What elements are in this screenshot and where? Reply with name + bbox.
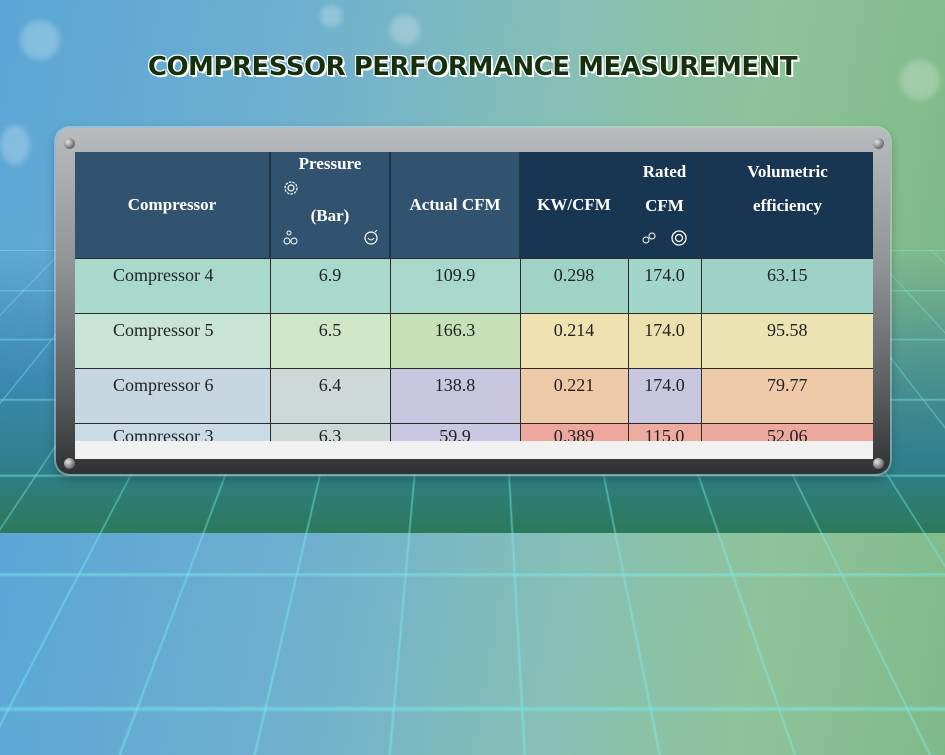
header-pressure: Pressure (Bar) [270, 152, 391, 259]
table-row: Compressor 6 6.4 138.8 0.221 174.0 79.77 [75, 368, 873, 424]
header-vol-label-2: efficiency [753, 196, 822, 215]
header-pressure-unit: (Bar) [310, 206, 350, 225]
cell-vol-eff: 79.77 [700, 368, 873, 424]
cell-actual-cfm: 166.3 [389, 313, 521, 369]
header-row: Compressor Pressure (Bar) Actual CFM KW/… [75, 152, 873, 259]
target-icon [671, 230, 687, 246]
header-actual-cfm: Actual CFM [390, 152, 521, 259]
rivet-icon [873, 458, 884, 469]
header-volumetric-efficiency: Volumetric efficiency [701, 152, 873, 259]
cell-kw-cfm: 0.214 [519, 313, 629, 369]
cell-rated-cfm: 174.0 [627, 368, 702, 424]
cell-kw-cfm: 0.221 [519, 368, 629, 424]
page-title: COMPRESSOR PERFORMANCE MEASUREMENT [147, 52, 798, 82]
cell-vol-eff: 63.15 [700, 258, 873, 314]
header-rated-cfm: Rated CFM [628, 152, 702, 259]
table-row: Compressor 5 6.5 166.3 0.214 174.0 95.58 [75, 313, 873, 369]
cell-pressure: 6.9 [269, 258, 391, 314]
header-vol-label: Volumetric [747, 162, 828, 181]
header-compressor: Compressor [75, 152, 271, 259]
gears-icon [642, 232, 656, 244]
rivet-icon [873, 138, 884, 149]
cell-pressure: 6.4 [269, 368, 391, 424]
gear-icon [284, 181, 298, 195]
cell-rated-cfm: 174.0 [627, 313, 702, 369]
gauge-icon [364, 230, 378, 245]
network-icon [283, 230, 298, 245]
rivet-icon [64, 458, 75, 469]
header-rated-label-2: CFM [645, 196, 684, 215]
cell-compressor: Compressor 6 [75, 368, 271, 424]
rivet-icon [64, 138, 75, 149]
bokeh-bubble [20, 20, 60, 60]
table-screen: Compressor Pressure (Bar) Actual CFM KW/… [75, 152, 873, 459]
screen-bottom-bar [75, 441, 873, 459]
bokeh-bubble [390, 15, 420, 45]
bokeh-bubble [0, 125, 30, 165]
cell-rated-cfm: 174.0 [627, 258, 702, 314]
header-kw-cfm: KW/CFM [520, 152, 629, 259]
header-rated-label: Rated [642, 162, 687, 181]
cell-pressure: 6.5 [269, 313, 391, 369]
bokeh-bubble [320, 5, 342, 27]
performance-table: Compressor Pressure (Bar) Actual CFM KW/… [75, 152, 873, 449]
cell-actual-cfm: 138.8 [389, 368, 521, 424]
cell-kw-cfm: 0.298 [519, 258, 629, 314]
header-pressure-label: Pressure [298, 154, 362, 173]
cell-compressor: Compressor 5 [75, 313, 271, 369]
bokeh-bubble [900, 60, 940, 100]
table-row: Compressor 4 6.9 109.9 0.298 174.0 63.15 [75, 258, 873, 314]
cell-vol-eff: 95.58 [700, 313, 873, 369]
cell-compressor: Compressor 4 [75, 258, 271, 314]
cell-actual-cfm: 109.9 [389, 258, 521, 314]
